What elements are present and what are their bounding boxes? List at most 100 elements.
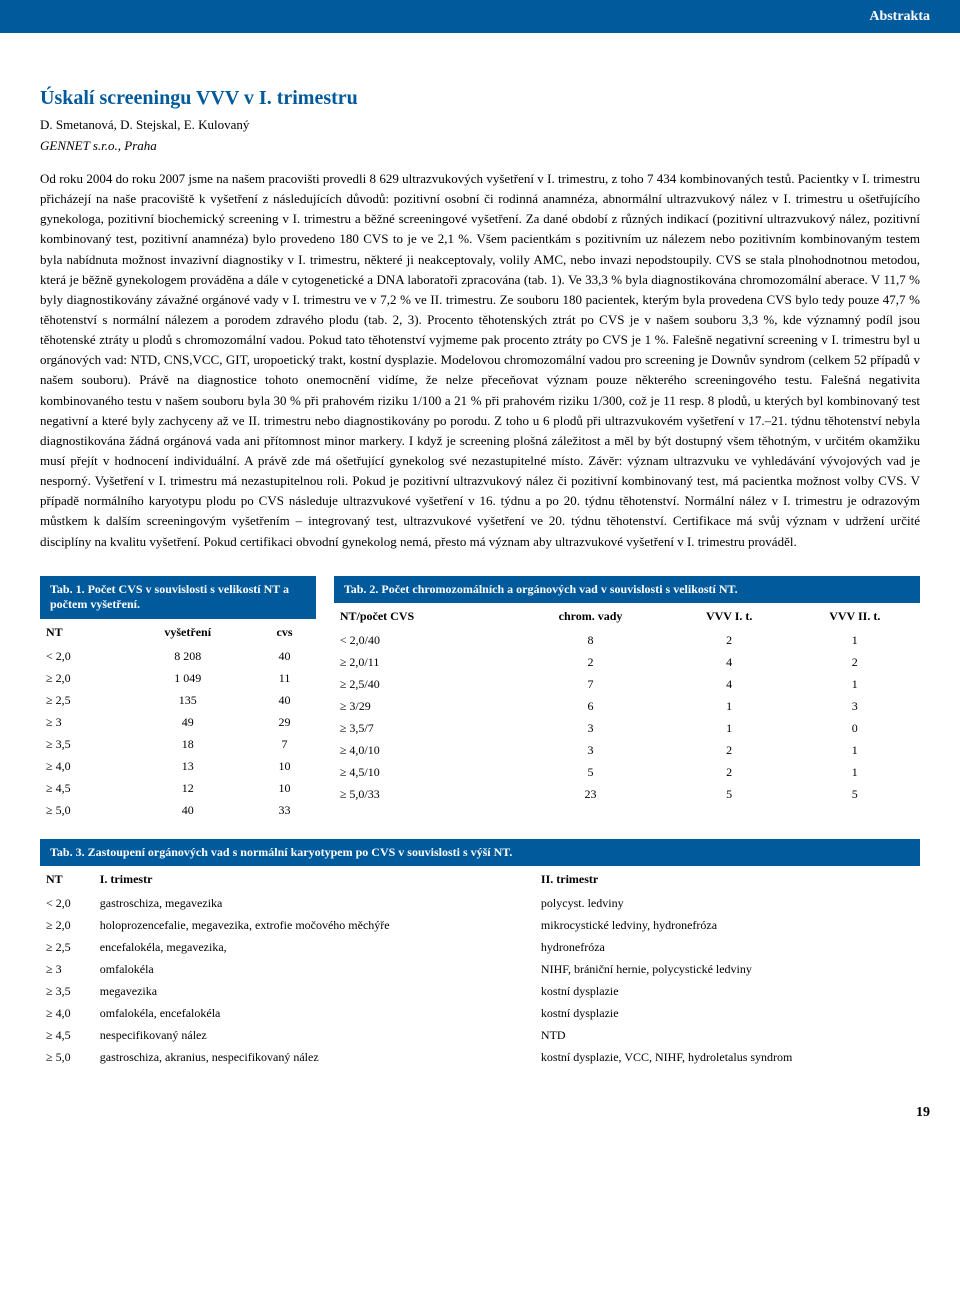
table-header-cell: cvs bbox=[253, 619, 316, 645]
table-cell: 1 bbox=[669, 717, 790, 739]
article-authors: D. Smetanová, D. Stejskal, E. Kulovaný bbox=[40, 115, 920, 135]
table-2: Tab. 2. Počet chromozomálních a orgánový… bbox=[334, 576, 920, 821]
table-cell: ≥ 3 bbox=[40, 711, 122, 733]
table-cell: 13 bbox=[122, 755, 253, 777]
table-row: ≥ 4,51210 bbox=[40, 777, 316, 799]
table-cell: < 2,0 bbox=[40, 645, 122, 667]
table-header-cell: VVV II. t. bbox=[790, 603, 920, 629]
table-cell: 8 208 bbox=[122, 645, 253, 667]
table-header-cell: NT bbox=[40, 619, 122, 645]
table-cell: 3 bbox=[512, 739, 669, 761]
table-cell: ≥ 4,0/10 bbox=[334, 739, 512, 761]
table-2-table: NT/počet CVSchrom. vadyVVV I. t.VVV II. … bbox=[334, 603, 920, 805]
table-cell: < 2,0 bbox=[40, 892, 94, 914]
table-cell: 8 bbox=[512, 629, 669, 651]
table-row: < 2,0/40821 bbox=[334, 629, 920, 651]
table-header-cell: NT/počet CVS bbox=[334, 603, 512, 629]
table-row: ≥ 2,5encefalokéla, megavezika,hydronefró… bbox=[40, 936, 920, 958]
table-row: < 2,08 20840 bbox=[40, 645, 316, 667]
table-row: ≥ 4,0omfalokéla, encefalokélakostní dysp… bbox=[40, 1002, 920, 1024]
table-cell: < 2,0/40 bbox=[334, 629, 512, 651]
table-cell: 5 bbox=[669, 783, 790, 805]
table-cell: omfalokéla, encefalokéla bbox=[94, 1002, 535, 1024]
table-cell: 40 bbox=[253, 645, 316, 667]
article-body: Od roku 2004 do roku 2007 jsme na našem … bbox=[40, 169, 920, 552]
table-header-cell: II. trimestr bbox=[535, 866, 920, 892]
table-1-table: NTvyšetřenícvs < 2,08 20840≥ 2,01 04911≥… bbox=[40, 619, 316, 821]
table-cell: mikrocystické ledviny, hydronefróza bbox=[535, 914, 920, 936]
table-cell: 3 bbox=[790, 695, 920, 717]
table-header-cell: NT bbox=[40, 866, 94, 892]
table-cell: 10 bbox=[253, 755, 316, 777]
table-row: ≥ 3,5megavezikakostní dysplazie bbox=[40, 980, 920, 1002]
table-3-table: NTI. trimestrII. trimestr < 2,0gastrosch… bbox=[40, 866, 920, 1068]
table-cell: ≥ 2,0 bbox=[40, 667, 122, 689]
table-1-caption: Tab. 1. Počet CVS v souvislosti s veliko… bbox=[40, 576, 316, 619]
table-row: ≥ 2,0holoprozencefalie, megavezika, extr… bbox=[40, 914, 920, 936]
table-row: ≥ 5,0gastroschiza, akranius, nespecifiko… bbox=[40, 1046, 920, 1068]
table-cell: ≥ 3,5 bbox=[40, 733, 122, 755]
table-cell: ≥ 5,0 bbox=[40, 799, 122, 821]
table-header-cell: VVV I. t. bbox=[669, 603, 790, 629]
table-cell: 7 bbox=[253, 733, 316, 755]
table-cell: 23 bbox=[512, 783, 669, 805]
table-cell: 5 bbox=[790, 783, 920, 805]
table-cell: ≥ 2,0 bbox=[40, 914, 94, 936]
table-row: ≥ 3/29613 bbox=[334, 695, 920, 717]
article-title: Úskalí screeningu VVV v I. trimestru bbox=[40, 83, 920, 113]
table-cell: encefalokéla, megavezika, bbox=[94, 936, 535, 958]
table-cell: ≥ 4,5 bbox=[40, 777, 122, 799]
table-cell: 3 bbox=[512, 717, 669, 739]
table-cell: 18 bbox=[122, 733, 253, 755]
table-row: ≥ 2,0/11242 bbox=[334, 651, 920, 673]
table-header-cell: I. trimestr bbox=[94, 866, 535, 892]
table-2-caption: Tab. 2. Počet chromozomálních a orgánový… bbox=[334, 576, 920, 604]
table-cell: polycyst. ledviny bbox=[535, 892, 920, 914]
table-row: ≥ 34929 bbox=[40, 711, 316, 733]
table-cell: ≥ 2,0/11 bbox=[334, 651, 512, 673]
table-row: ≥ 2,513540 bbox=[40, 689, 316, 711]
table-cell: ≥ 2,5 bbox=[40, 936, 94, 958]
tables-row: Tab. 1. Počet CVS v souvislosti s veliko… bbox=[40, 576, 920, 821]
table-row: ≥ 4,0/10321 bbox=[334, 739, 920, 761]
table-row: ≥ 3omfalokélaNIHF, brániční hernie, poly… bbox=[40, 958, 920, 980]
table-cell: 6 bbox=[512, 695, 669, 717]
table-3: Tab. 3. Zastoupení orgánových vad s norm… bbox=[40, 839, 920, 1069]
table-cell: ≥ 2,5 bbox=[40, 689, 122, 711]
table-row: ≥ 4,01310 bbox=[40, 755, 316, 777]
table-cell: ≥ 5,0/33 bbox=[334, 783, 512, 805]
table-cell: 2 bbox=[790, 651, 920, 673]
table-cell: ≥ 4,0 bbox=[40, 755, 122, 777]
table-cell: 7 bbox=[512, 673, 669, 695]
table-cell: 135 bbox=[122, 689, 253, 711]
table-cell: 2 bbox=[669, 629, 790, 651]
table-cell: kostní dysplazie, VCC, NIHF, hydroletalu… bbox=[535, 1046, 920, 1068]
table-cell: 2 bbox=[669, 761, 790, 783]
table-cell: 1 bbox=[790, 673, 920, 695]
table-cell: kostní dysplazie bbox=[535, 1002, 920, 1024]
table-cell: ≥ 3,5 bbox=[40, 980, 94, 1002]
table-row: ≥ 3,5/7310 bbox=[334, 717, 920, 739]
table-cell: 2 bbox=[669, 739, 790, 761]
article-affiliation: GENNET s.r.o., Praha bbox=[40, 136, 920, 156]
table-cell: 4 bbox=[669, 673, 790, 695]
table-header-cell: chrom. vady bbox=[512, 603, 669, 629]
table-cell: kostní dysplazie bbox=[535, 980, 920, 1002]
section-header: Abstrakta bbox=[0, 0, 960, 33]
table-cell: 1 049 bbox=[122, 667, 253, 689]
table-row: ≥ 3,5187 bbox=[40, 733, 316, 755]
table-1: Tab. 1. Počet CVS v souvislosti s veliko… bbox=[40, 576, 316, 821]
table-cell: 0 bbox=[790, 717, 920, 739]
table-cell: 1 bbox=[790, 629, 920, 651]
table-cell: gastroschiza, megavezika bbox=[94, 892, 535, 914]
table-cell: hydronefróza bbox=[535, 936, 920, 958]
table-cell: 1 bbox=[790, 739, 920, 761]
table-cell: omfalokéla bbox=[94, 958, 535, 980]
table-cell: 4 bbox=[669, 651, 790, 673]
table-cell: NTD bbox=[535, 1024, 920, 1046]
table-cell: 40 bbox=[253, 689, 316, 711]
page-number: 19 bbox=[0, 1088, 960, 1143]
table-row: < 2,0gastroschiza, megavezikapolycyst. l… bbox=[40, 892, 920, 914]
table-row: ≥ 2,01 04911 bbox=[40, 667, 316, 689]
table-cell: megavezika bbox=[94, 980, 535, 1002]
